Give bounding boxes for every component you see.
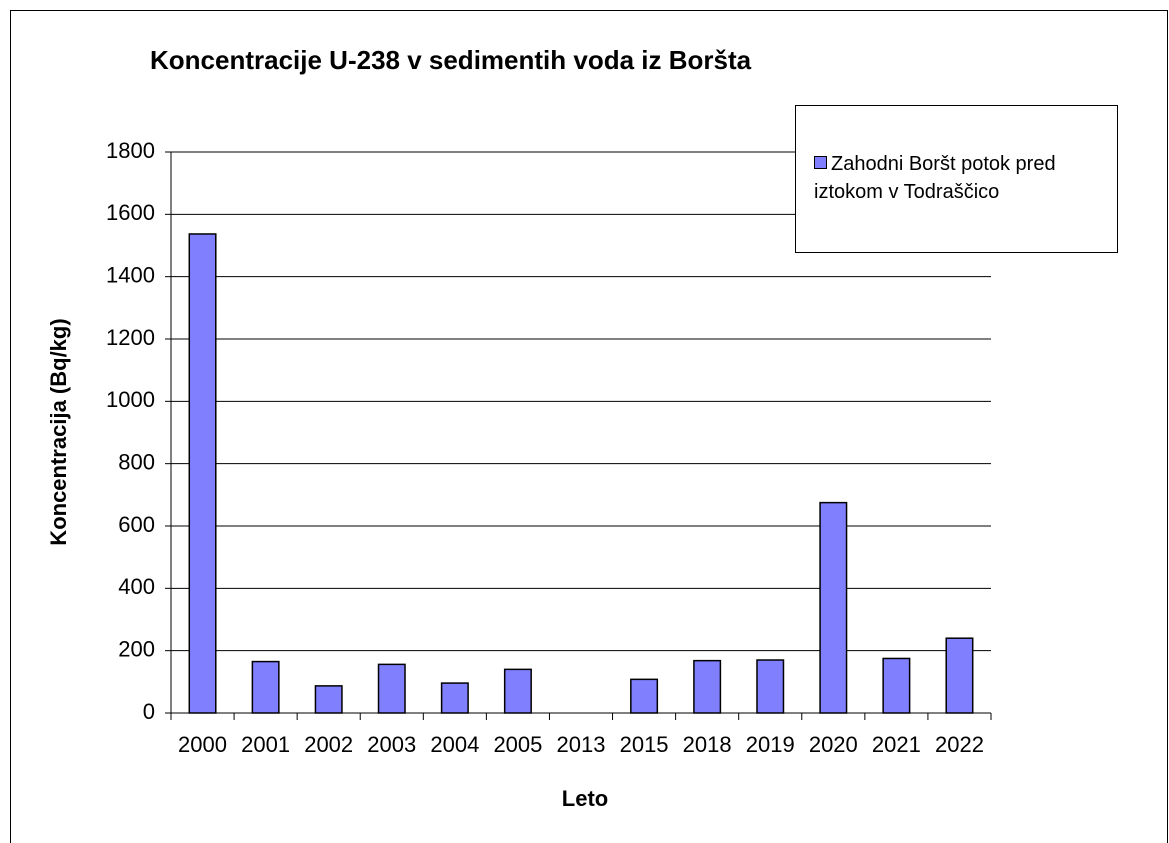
y-tick-label: 600 [118,512,155,537]
bar [440,682,469,714]
x-tick-label: 2020 [809,732,858,757]
x-tick-label: 2001 [241,732,290,757]
y-tick-label: 200 [118,636,155,661]
bar [377,663,406,714]
bar [314,685,343,714]
x-tick-label: 2019 [746,732,795,757]
y-tick-label: 1600 [106,200,155,225]
y-tick-label: 1000 [106,387,155,412]
y-tick-label: 1800 [106,138,155,163]
x-tick-label: 2002 [304,732,353,757]
bar [945,637,974,714]
y-tick-label: 1200 [106,325,155,350]
bar [503,668,532,714]
bar [693,659,722,714]
x-tick-label: 2003 [367,732,416,757]
bar [756,659,785,714]
legend-label: Zahodni Boršt potok pred iztokom v Todra… [814,153,1056,203]
x-tick-label: 2013 [557,732,606,757]
bar [630,678,659,714]
y-axis-label: Koncentracija (Bq/kg) [46,318,71,545]
x-tick-label: 2018 [683,732,732,757]
x-tick-label: 2021 [872,732,921,757]
y-tick-label: 800 [118,449,155,474]
legend-swatch [814,156,827,169]
legend: Zahodni Boršt potok pred iztokom v Todra… [795,105,1118,253]
y-tick-label: 0 [143,699,155,724]
x-tick-label: 2000 [178,732,227,757]
y-tick-label: 1400 [106,262,155,287]
x-tick-label: 2022 [935,732,984,757]
y-tick-label: 400 [118,574,155,599]
chart-border [10,10,1168,843]
x-tick-label: 2015 [620,732,669,757]
x-tick-label: 2005 [493,732,542,757]
bar [819,501,848,714]
x-axis-label: Leto [562,786,608,811]
bar [251,660,280,714]
x-tick-label: 2004 [430,732,479,757]
bar [882,657,911,714]
bar [188,233,217,714]
chart-title: Koncentracije U-238 v sedimentih voda iz… [150,45,752,75]
